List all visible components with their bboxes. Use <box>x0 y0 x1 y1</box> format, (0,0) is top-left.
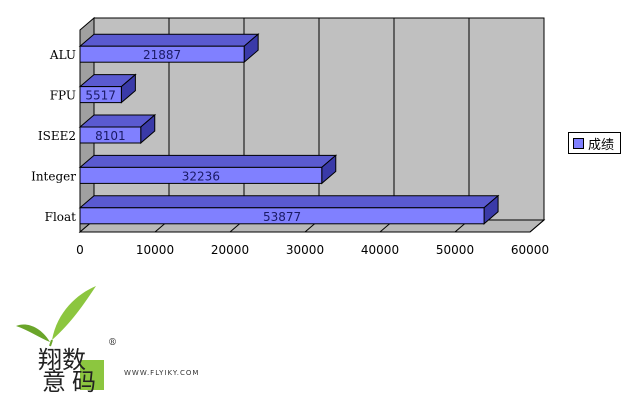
bar-top <box>78 195 500 209</box>
gridline-floor <box>529 219 545 233</box>
category-label: Float <box>45 210 77 224</box>
logo-text-top: 翔数 <box>38 346 86 374</box>
bar-alu <box>79 45 245 63</box>
bar-chart: 21887 5517 8101 32236 53877 ALU FPU ISEE2 Integ… <box>31 16 549 257</box>
category-label: ALU <box>49 48 76 62</box>
category-label: FPU <box>50 89 76 103</box>
bar-isee2 <box>79 126 142 144</box>
logo-registered: ® <box>108 338 117 348</box>
bar-top <box>78 33 260 47</box>
logo-text-bottom: 意码 <box>42 368 102 396</box>
legend-label: 成绩 <box>588 137 615 153</box>
x-tick-label: 10000 <box>136 243 174 257</box>
data-label: 8101 <box>95 129 126 143</box>
legend-swatch <box>573 137 584 149</box>
watermark-url: WWW.FLYIKY.COM <box>124 369 200 377</box>
bar-fpu <box>79 86 122 104</box>
chart-x-tick-labels: 0 10000 20000 30000 40000 50000 60000 <box>76 243 549 257</box>
data-label: 32236 <box>182 169 220 183</box>
x-tick-label: 50000 <box>436 243 474 257</box>
bar-integer <box>79 166 323 184</box>
category-label: ISEE2 <box>38 129 76 143</box>
bar-float <box>79 207 485 225</box>
data-label: 53877 <box>263 210 301 224</box>
bar-top <box>78 154 338 168</box>
x-tick-label: 20000 <box>211 243 249 257</box>
watermark-logo: 翔数 ® 意码 <box>12 282 122 396</box>
x-tick-label: 60000 <box>511 243 549 257</box>
data-label: 5517 <box>85 89 116 103</box>
x-tick-label: 40000 <box>361 243 399 257</box>
leaf-icon <box>16 286 104 390</box>
chart-legend: 成绩 <box>568 132 622 154</box>
chart-category-labels: ALU FPU ISEE2 Integer Float <box>31 48 76 224</box>
x-tick-label: 0 <box>76 243 84 257</box>
category-label: Integer <box>31 169 76 183</box>
chart-bars: 21887 5517 8101 32236 53877 <box>78 33 500 225</box>
x-tick-label: 30000 <box>286 243 324 257</box>
data-label: 21887 <box>143 48 181 62</box>
